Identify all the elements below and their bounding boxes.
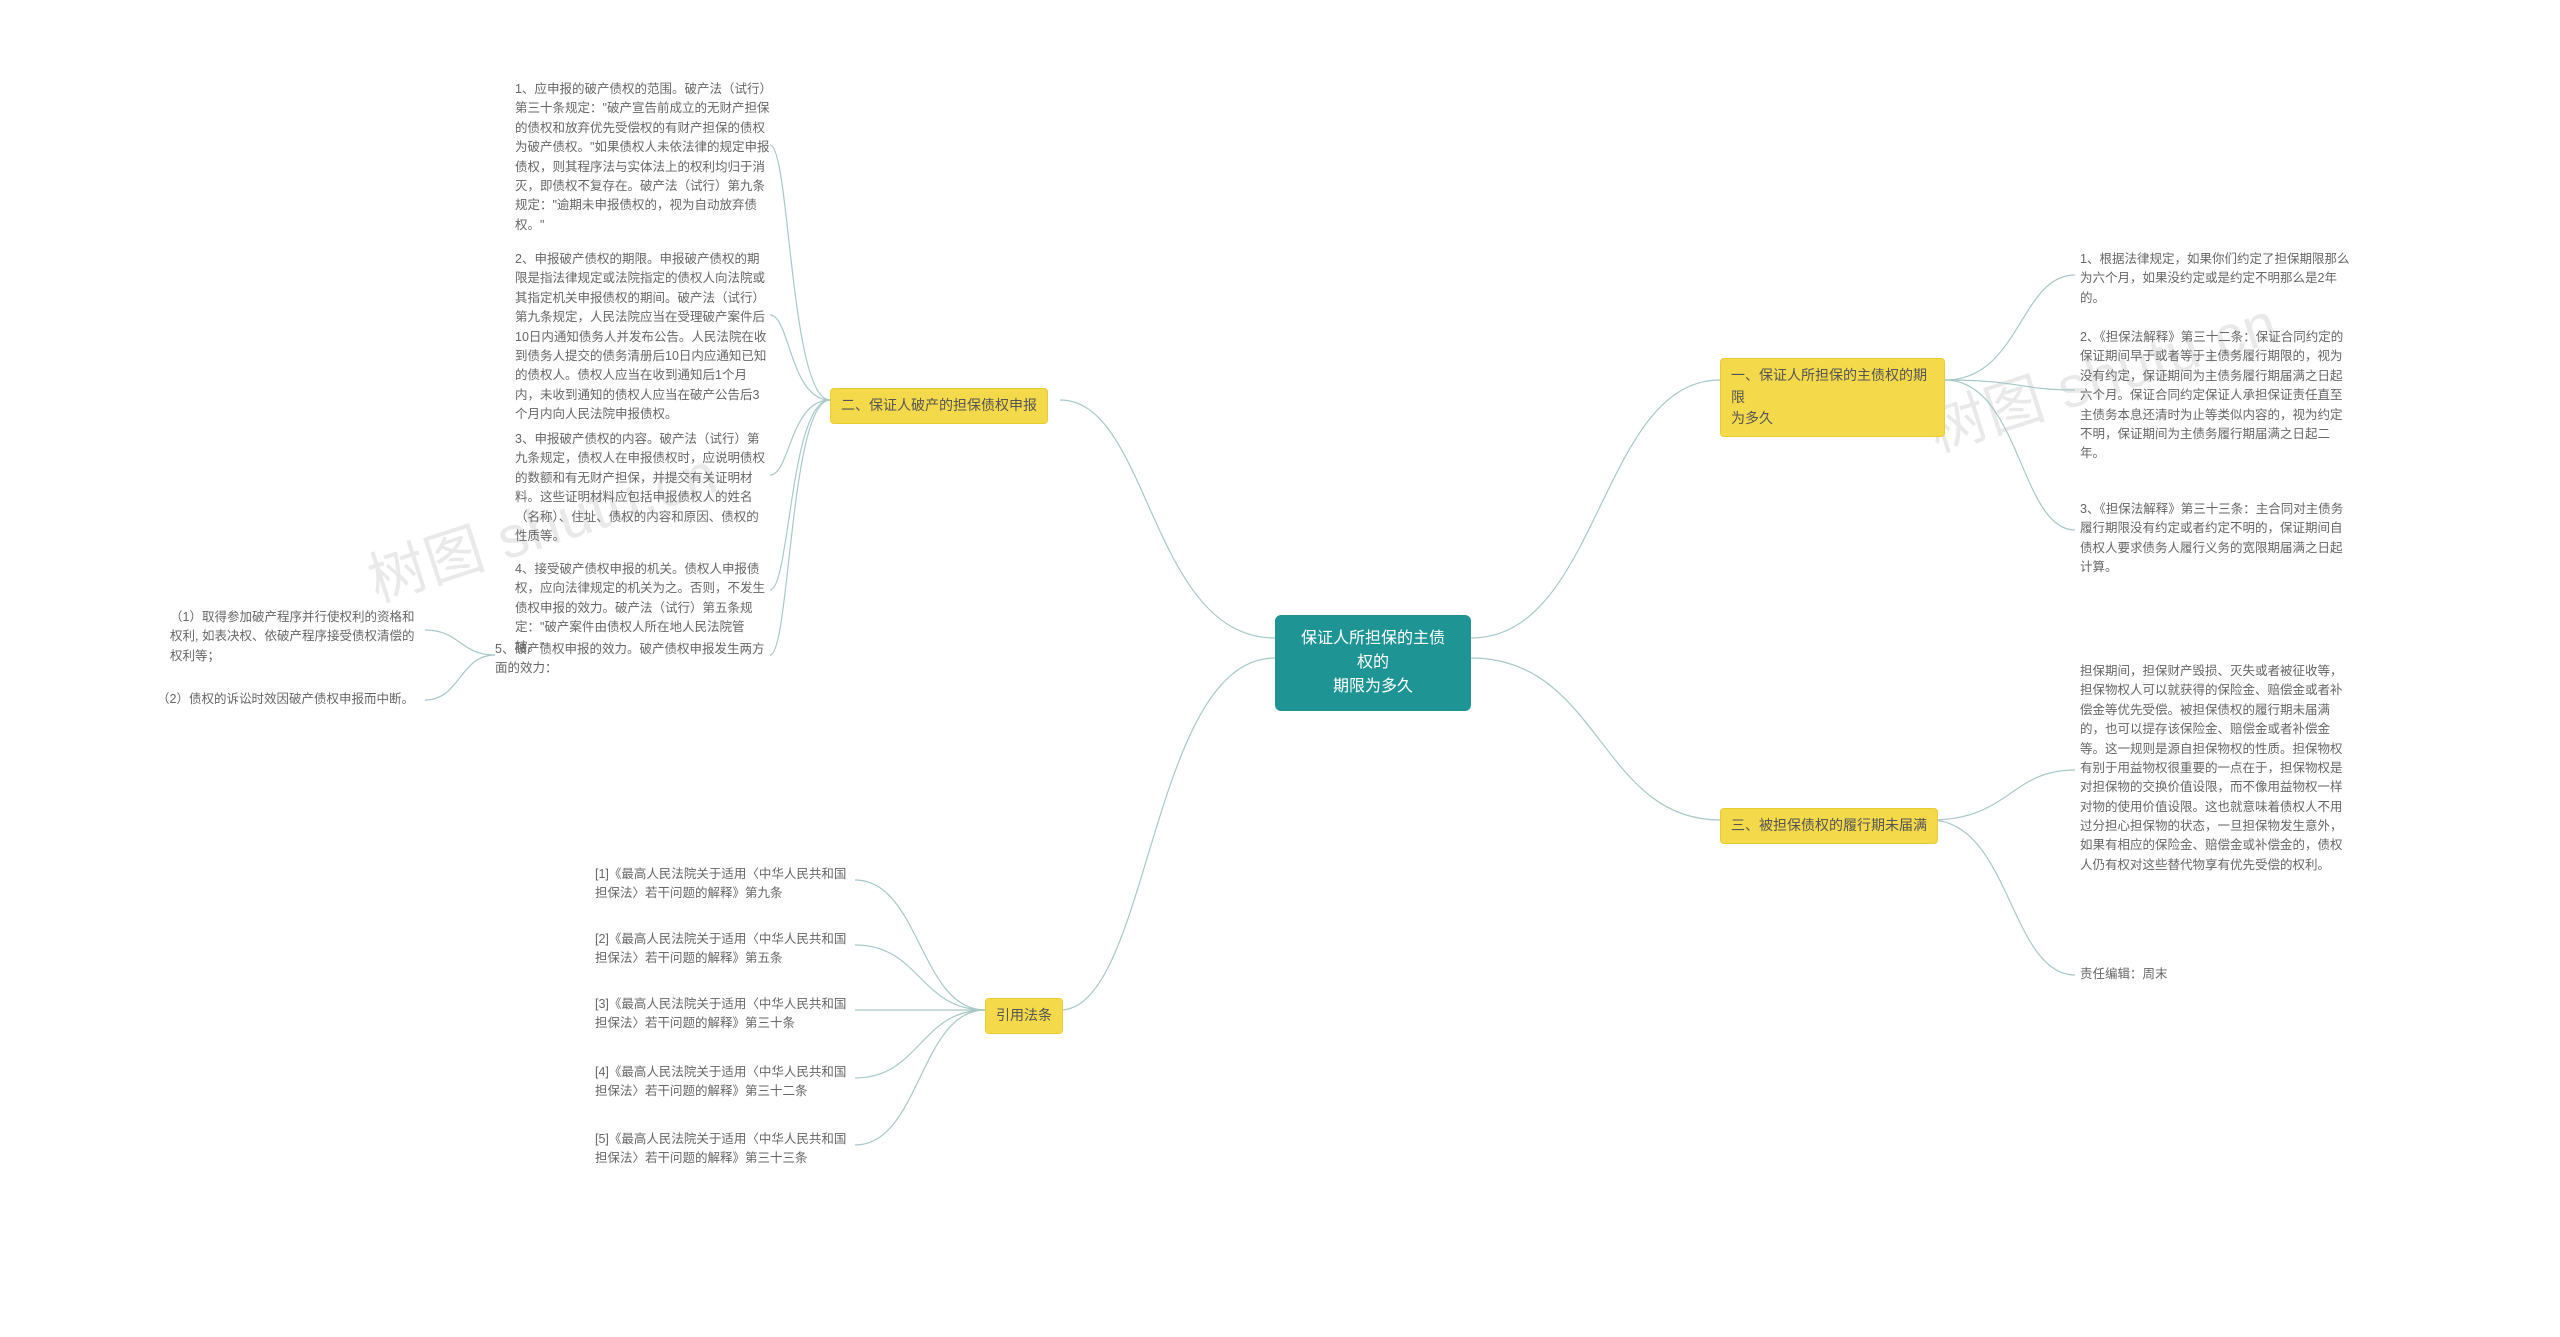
root-line2: 期限为多久	[1333, 678, 1413, 695]
root-line1: 保证人所担保的主债权的	[1301, 630, 1445, 671]
leaf-ref-1: [1]《最高人民法院关于适用〈中华人民共和国担保法〉若干问题的解释》第九条	[595, 865, 855, 904]
leaf-l2-5-sub2: （2）债权的诉讼时效因破产债权申报而中断。	[157, 690, 423, 709]
leaf-l2-2: 2、申报破产债权的期限。申报破产债权的期限是指法律规定或法院指定的债权人向法院或…	[515, 250, 770, 424]
root-node: 保证人所担保的主债权的 期限为多久	[1275, 615, 1471, 711]
leaf-r3-2: 责任编辑：周末	[2080, 965, 2168, 984]
leaf-r1-1: 1、根据法律规定，如果你们约定了担保期限那么为六个月，如果没约定或是约定不明那么…	[2080, 250, 2350, 308]
branch-right-1-l2: 为多久	[1731, 410, 1773, 426]
leaf-ref-3: [3]《最高人民法院关于适用〈中华人民共和国担保法〉若干问题的解释》第三十条	[595, 995, 855, 1034]
leaf-ref-2: [2]《最高人民法院关于适用〈中华人民共和国担保法〉若干问题的解释》第五条	[595, 930, 855, 969]
leaf-l2-3: 3、申报破产债权的内容。破产法（试行）第九条规定，债权人在申报债权时，应说明债权…	[515, 430, 770, 546]
branch-left-ref: 引用法条	[985, 998, 1063, 1034]
branch-right-3: 三、被担保债权的履行期未届满	[1720, 808, 1938, 844]
leaf-r3-1: 担保期间，担保财产毁损、灭失或者被征收等，担保物权人可以就获得的保险金、赔偿金或…	[2080, 662, 2350, 875]
branch-right-1-l1: 一、保证人所担保的主债权的期限	[1731, 367, 1927, 405]
leaf-l2-5: 5、破产债权申报的效力。破产债权申报发生两方面的效力：	[495, 640, 765, 679]
branch-left-2: 二、保证人破产的担保债权申报	[830, 388, 1048, 424]
leaf-ref-5: [5]《最高人民法院关于适用〈中华人民共和国担保法〉若干问题的解释》第三十三条	[595, 1130, 855, 1169]
branch-right-1: 一、保证人所担保的主债权的期限 为多久	[1720, 358, 1945, 437]
leaf-r1-3: 3、《担保法解释》第三十三条：主合同对主债务履行期限没有约定或者约定不明的，保证…	[2080, 500, 2350, 578]
leaf-l2-1: 1、应申报的破产债权的范围。破产法（试行）第三十条规定："破产宣告前成立的无财产…	[515, 80, 770, 235]
leaf-l2-5-sub1: （1）取得参加破产程序并行使权利的资格和权利, 如表决权、依破产程序接受债权清偿…	[170, 608, 423, 666]
leaf-r1-2: 2、《担保法解释》第三十二条：保证合同约定的保证期间早于或者等于主债务履行期限的…	[2080, 328, 2350, 464]
leaf-ref-4: [4]《最高人民法院关于适用〈中华人民共和国担保法〉若干问题的解释》第三十二条	[595, 1063, 855, 1102]
